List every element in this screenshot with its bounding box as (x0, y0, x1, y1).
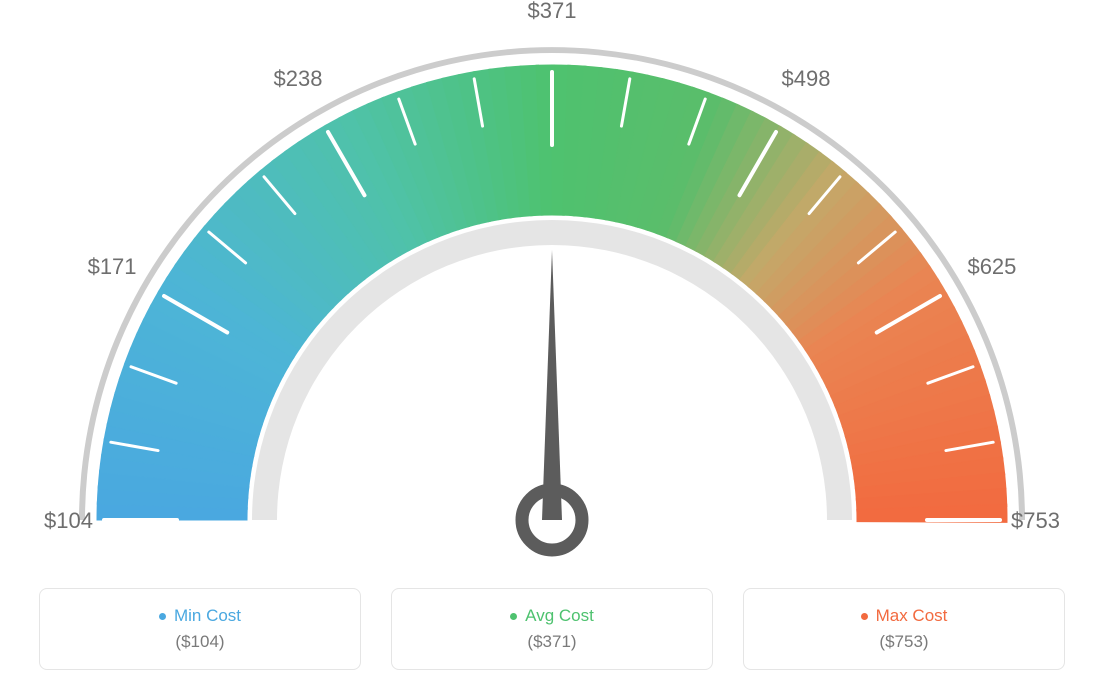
legend-label: Min Cost (174, 606, 241, 626)
legend-title: Avg Cost (510, 606, 594, 626)
legend-value: ($104) (175, 632, 224, 652)
dot-icon (510, 613, 517, 620)
legend-title: Max Cost (861, 606, 948, 626)
svg-text:$238: $238 (274, 66, 323, 91)
legend-value: ($371) (527, 632, 576, 652)
legend-row: Min Cost ($104) Avg Cost ($371) Max Cost… (0, 588, 1104, 670)
legend-card-max: Max Cost ($753) (743, 588, 1065, 670)
dot-icon (861, 613, 868, 620)
legend-label: Avg Cost (525, 606, 594, 626)
legend-value: ($753) (879, 632, 928, 652)
legend-card-min: Min Cost ($104) (39, 588, 361, 670)
gauge-chart: $104 $171 $238 $371 $498 $625 $753 (0, 0, 1104, 560)
legend-label: Max Cost (876, 606, 948, 626)
svg-text:$104: $104 (44, 508, 93, 533)
svg-text:$625: $625 (967, 254, 1016, 279)
legend-title: Min Cost (159, 606, 241, 626)
svg-text:$753: $753 (1011, 508, 1060, 533)
svg-text:$371: $371 (528, 0, 577, 23)
dot-icon (159, 613, 166, 620)
chart-container: $104 $171 $238 $371 $498 $625 $753 Min Cost ($… (0, 0, 1104, 690)
legend-card-avg: Avg Cost ($371) (391, 588, 713, 670)
svg-text:$498: $498 (782, 66, 831, 91)
svg-text:$171: $171 (88, 254, 137, 279)
